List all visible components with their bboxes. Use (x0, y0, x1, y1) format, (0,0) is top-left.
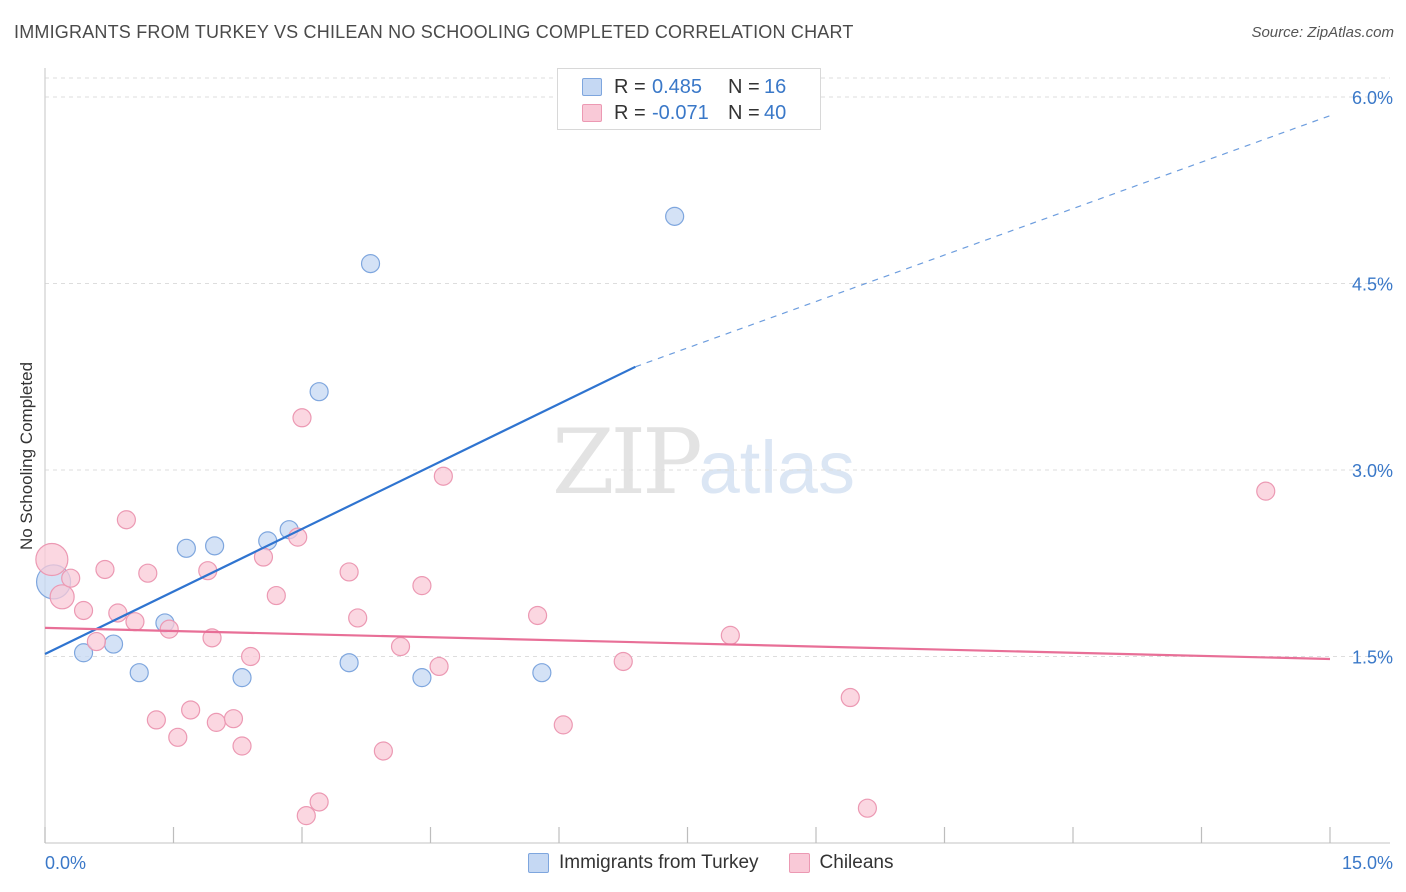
y-tick-label: 1.5% (1352, 648, 1393, 668)
chilean-point (373, 741, 393, 761)
legend-label-chileans: Chileans (819, 852, 894, 873)
chilean-point (348, 608, 368, 628)
chilean-point (146, 710, 166, 730)
legend-n-label: N = (728, 101, 760, 124)
legend-swatch-blue (528, 853, 549, 873)
chilean-point (168, 727, 188, 747)
legend-swatch-blue (582, 78, 602, 96)
chilean-point (1256, 481, 1276, 501)
chilean-point (857, 798, 878, 818)
turkey-point (232, 668, 252, 688)
turkey-trend-line (44, 365, 636, 656)
chilean-point (49, 584, 75, 610)
chilean-point (296, 806, 316, 826)
chilean-point (339, 562, 359, 582)
chilean-point (553, 715, 573, 735)
turkey-point (103, 634, 124, 654)
turkey-point (665, 206, 685, 226)
turkey-point (412, 668, 432, 688)
chilean-point (720, 625, 740, 645)
chilean-point (412, 576, 432, 596)
legend-n-label: N = (728, 75, 760, 98)
turkey-point (176, 538, 196, 558)
turkey-point (73, 643, 94, 663)
turkey-point (129, 663, 149, 683)
source-label: Source: ZipAtlas.com (1251, 24, 1394, 41)
chilean-point (206, 712, 226, 732)
chilean-point (527, 605, 548, 626)
chilean-point (223, 709, 244, 729)
legend-swatch-pink (582, 104, 602, 122)
legend-row-turkey: R = 0.485 N = 16 (582, 74, 786, 100)
legend-swatch-pink (788, 853, 810, 873)
turkey-point (360, 254, 381, 274)
turkey-trend-extension (635, 115, 1331, 368)
turkey-point (339, 653, 359, 673)
chilean-point (309, 792, 329, 812)
legend-r-value: 0.485 (652, 75, 703, 98)
chilean-point (292, 408, 312, 428)
watermark-zip: ZIP (552, 410, 703, 515)
turkey-point (205, 536, 225, 556)
chilean-point (95, 559, 115, 580)
chilean-point (125, 612, 145, 632)
legend-item-turkey: Immigrants from Turkey (528, 852, 759, 874)
chilean-point (390, 636, 411, 657)
chilean-point (159, 619, 179, 639)
y-tick-label: 4.5% (1352, 275, 1393, 295)
legend-r-label: R = (614, 75, 646, 98)
correlation-legend: R = 0.485 N = 16 R = -0.071 N = 40 (557, 68, 821, 130)
y-tick-label: 6.0% (1352, 88, 1393, 108)
legend-r-label: R = (614, 101, 646, 124)
chilean-point (429, 656, 449, 677)
turkey-point (258, 531, 278, 551)
chilean-point (116, 510, 136, 530)
legend-n-value: 16 (764, 75, 787, 98)
watermark: ZIPatlas (552, 410, 855, 515)
chilean-point (138, 563, 158, 583)
legend-row-chileans: R = -0.071 N = 40 (582, 100, 786, 126)
chilean-point (266, 585, 286, 606)
chilean-trend-line (44, 626, 1331, 661)
chilean-point (840, 687, 860, 708)
chilean-point (202, 628, 222, 648)
chilean-point (181, 700, 201, 720)
chilean-point (613, 651, 633, 672)
chilean-point (86, 631, 107, 652)
chilean-point (73, 600, 94, 621)
legend-label-turkey: Immigrants from Turkey (559, 852, 759, 873)
chilean-point (61, 568, 81, 588)
turkey-point (532, 663, 552, 683)
chilean-point (35, 542, 69, 577)
legend-n-value: 40 (764, 101, 787, 124)
series-legend: Immigrants from Turkey Chileans (528, 852, 923, 874)
legend-item-chileans: Chileans (788, 852, 894, 874)
chart-title: IMMIGRANTS FROM TURKEY VS CHILEAN NO SCH… (14, 22, 854, 42)
legend-r-value: -0.071 (652, 101, 709, 124)
x-tick-label: 15.0% (1342, 853, 1393, 873)
x-tick-label: 0.0% (45, 853, 86, 873)
chilean-point (433, 466, 453, 486)
chilean-point (241, 646, 261, 667)
turkey-point (309, 382, 329, 402)
y-tick-label: 3.0% (1352, 461, 1393, 481)
watermark-atlas: atlas (698, 426, 855, 509)
chilean-point (232, 736, 252, 756)
